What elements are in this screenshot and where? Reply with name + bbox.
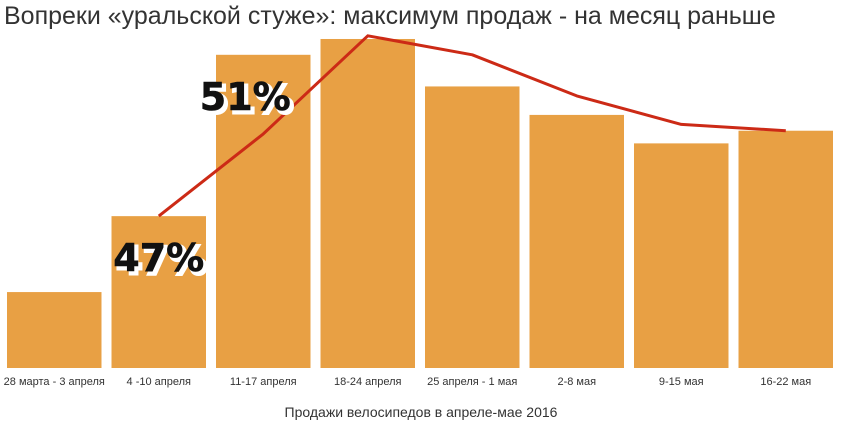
x-tick-label-8: 16-22 мая <box>760 376 811 388</box>
x-axis-label: Продажи велосипедов в апреле-мае 2016 <box>285 404 558 420</box>
bar-1 <box>7 292 102 368</box>
x-tick-label-4: 18-24 апреля <box>334 376 402 388</box>
annotations-group: 47%47%51%51% <box>113 75 295 285</box>
annotation-1: 47% <box>113 236 204 280</box>
bars-group <box>7 38 833 369</box>
x-tick-label-7: 9-15 мая <box>659 376 704 388</box>
bar-7 <box>634 143 729 368</box>
bar-4 <box>320 38 415 369</box>
x-tick-label-6: 2-8 мая <box>557 376 596 388</box>
x-tick-label-1: 28 марта - 3 апреля <box>4 376 105 388</box>
chart-title: Вопреки «уральской стуже»: максимум прод… <box>4 2 776 30</box>
x-tick-label-5: 25 апреля - 1 мая <box>427 376 517 388</box>
annotation-shadow-1: 47% <box>116 239 207 283</box>
bar-5 <box>425 86 520 368</box>
annotation-shadow-2: 51% <box>203 78 294 122</box>
bar-2 <box>111 216 206 368</box>
bar-8 <box>738 130 833 368</box>
trend-line <box>157 34 786 218</box>
bar-3 <box>216 54 311 369</box>
annotation-2: 51% <box>200 75 291 119</box>
bar-6 <box>529 114 624 368</box>
x-tick-label-3: 11-17 апреля <box>230 376 297 388</box>
x-tick-label-2: 4 -10 апреля <box>127 376 191 388</box>
trend-line-group <box>157 34 786 218</box>
x-tick-labels: 28 марта - 3 апреля 4 -10 апреля 11-17 апр… <box>4 376 812 388</box>
